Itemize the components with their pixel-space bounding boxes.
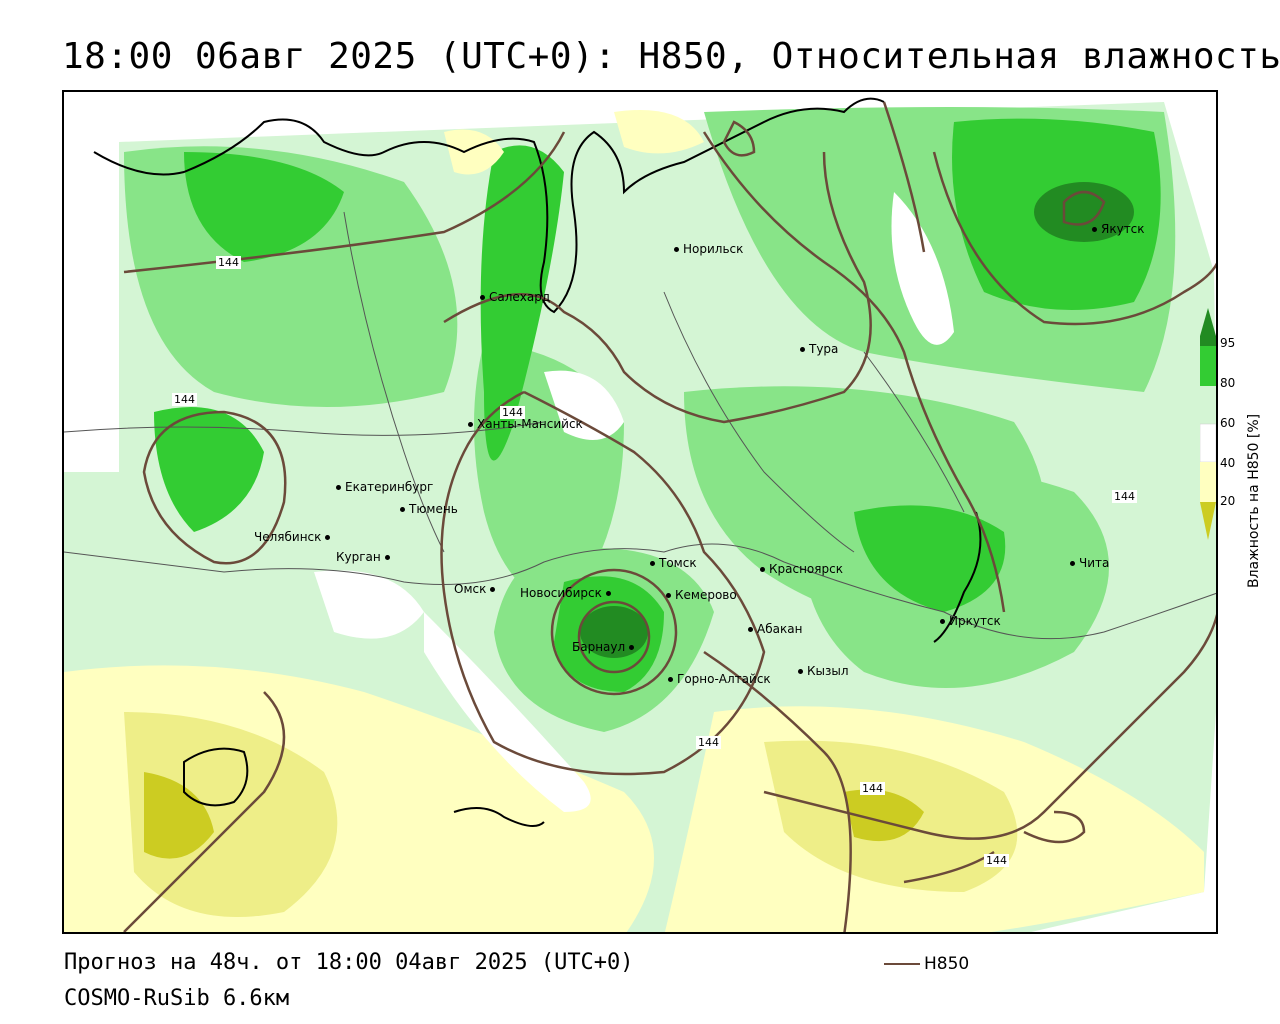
city-irkutsk: Иркутск (940, 614, 1001, 628)
colorbar-tick: 40 (1220, 456, 1236, 470)
colorbar-tick: 80 (1220, 376, 1236, 390)
city-kurgan: Курган (336, 550, 394, 564)
humidity-colorbar (1200, 308, 1216, 540)
city-norilsk: Норильск (674, 242, 743, 256)
city-abakan: Абакан (748, 622, 802, 636)
city-gorno-altaysk: Горно-Алтайск (668, 672, 771, 686)
city-tomsk: Томск (650, 556, 697, 570)
colorbar-tick: 60 (1220, 416, 1236, 430)
colorbar-tick: 20 (1220, 494, 1236, 508)
contour-legend-line (884, 963, 920, 965)
colorbar-label: Влажность на H850 [%] (1246, 413, 1262, 588)
city-yekaterinburg: Екатеринбург (336, 480, 433, 494)
colorbar-tick: 95 (1220, 336, 1236, 350)
city-kyzyl: Кызыл (798, 664, 849, 678)
map-title: 18:00 06авг 2025 (UTC+0): H850, Относите… (62, 36, 1280, 77)
city-barnaul: Барнаул (572, 640, 638, 654)
contour-label: 144 (860, 782, 885, 795)
contour-label: 144 (984, 854, 1009, 867)
contour-legend: H850 (884, 954, 969, 974)
weather-map: 144 144 144 144 144 144 144 Норильск Яку… (62, 90, 1218, 934)
city-kemerovo: Кемерово (666, 588, 737, 602)
city-khanty-mansiysk: Ханты-Мансийск (468, 417, 583, 431)
contour-label: 144 (172, 393, 197, 406)
city-omsk: Омск (454, 582, 499, 596)
city-tura: Тура (800, 342, 838, 356)
city-krasnoyarsk: Красноярск (760, 562, 843, 576)
humidity-field (64, 97, 1216, 932)
city-chita: Чита (1070, 556, 1109, 570)
contour-label: 144 (1112, 490, 1137, 503)
model-name: COSMO-RuSib 6.6км (64, 986, 290, 1011)
contour-label: 144 (696, 736, 721, 749)
city-chelyabinsk: Челябинск (254, 530, 334, 544)
city-yakutsk: Якутск (1092, 222, 1145, 236)
contour-label: 144 (500, 406, 525, 419)
city-novosibirsk: Новосибирск (520, 586, 615, 600)
city-tyumen: Тюмень (400, 502, 458, 516)
contour-legend-label: H850 (924, 954, 970, 974)
forecast-info: Прогноз на 48ч. от 18:00 04авг 2025 (UTC… (64, 950, 634, 975)
city-salekhard: Салехард (480, 290, 550, 304)
contour-label: 144 (216, 256, 241, 269)
